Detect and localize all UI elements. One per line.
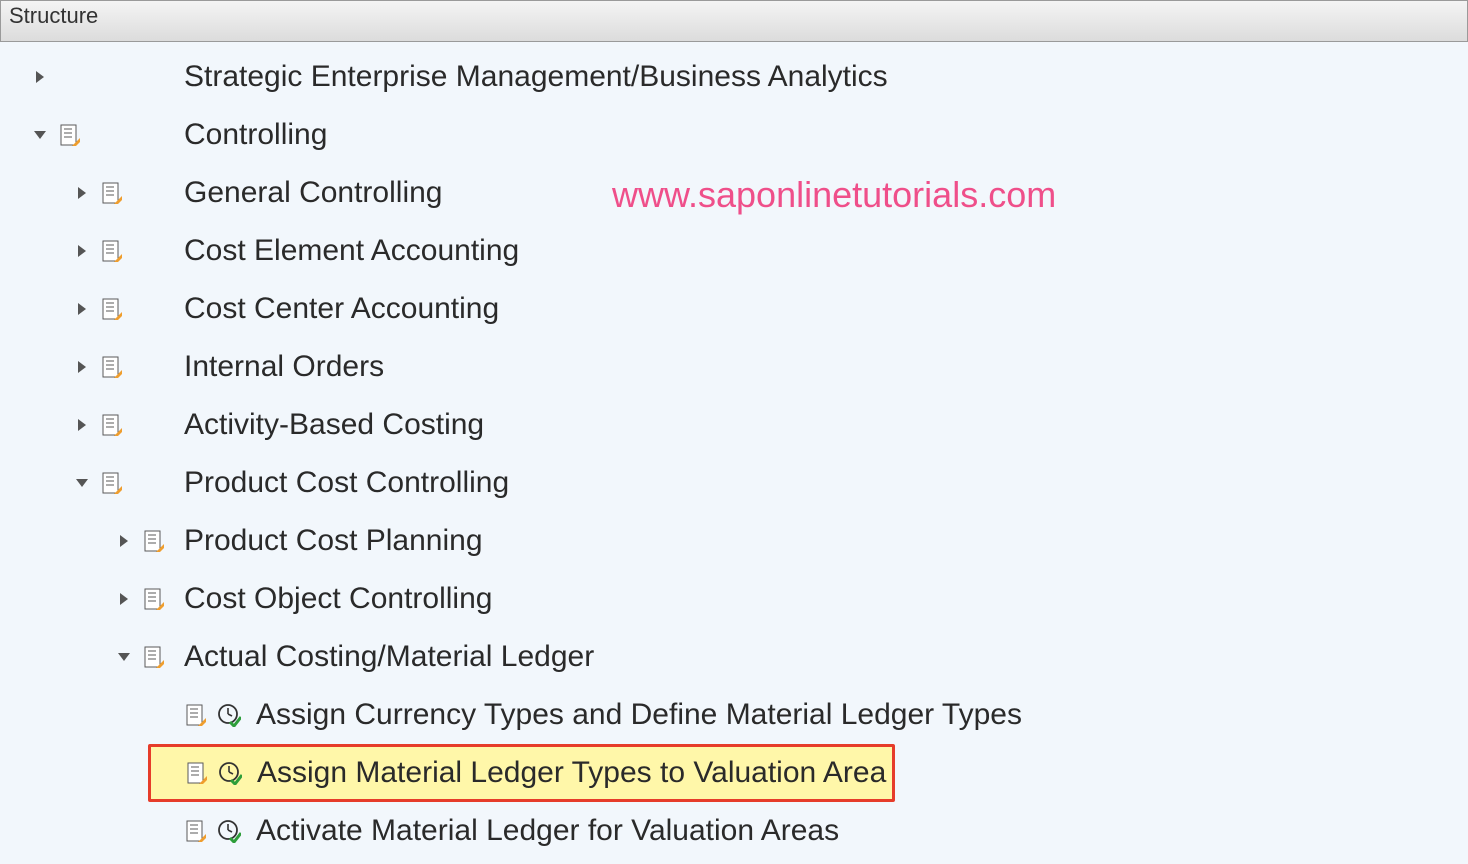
execute-clock-icon[interactable] bbox=[216, 819, 242, 843]
expand-arrow-icon[interactable] bbox=[30, 70, 50, 84]
expand-arrow-icon[interactable] bbox=[72, 477, 92, 489]
tree-node-label[interactable]: Actual Costing/Material Ledger bbox=[180, 640, 594, 674]
row-gutter bbox=[72, 298, 180, 320]
document-icon[interactable] bbox=[100, 298, 124, 320]
expand-arrow-icon[interactable] bbox=[72, 302, 92, 316]
document-icon[interactable] bbox=[58, 124, 82, 146]
tree-node-label[interactable]: Cost Element Accounting bbox=[180, 234, 519, 268]
document-icon[interactable] bbox=[184, 704, 208, 726]
structure-panel: Structure Strategic Enterprise Managemen… bbox=[0, 0, 1468, 864]
row-gutter bbox=[156, 703, 252, 727]
tree-node-label[interactable]: Assign Material Ledger Types to Valuatio… bbox=[253, 756, 886, 790]
row-gutter bbox=[72, 414, 180, 436]
tree-row[interactable]: Activate Material Ledger for Valuation A… bbox=[0, 802, 1468, 860]
tree-row[interactable]: Assign Currency Types and Define Materia… bbox=[0, 686, 1468, 744]
expand-arrow-icon[interactable] bbox=[72, 360, 92, 374]
row-gutter bbox=[72, 356, 180, 378]
document-icon[interactable] bbox=[100, 182, 124, 204]
tree-row[interactable]: Cost Element Accounting bbox=[0, 222, 1468, 280]
highlighted-node[interactable]: Assign Material Ledger Types to Valuatio… bbox=[148, 744, 895, 802]
tree-node-label[interactable]: Assign Currency Types and Define Materia… bbox=[252, 698, 1022, 732]
tree-row[interactable]: Strategic Enterprise Management/Business… bbox=[0, 48, 1468, 106]
row-gutter bbox=[72, 240, 180, 262]
expand-arrow-icon[interactable] bbox=[114, 592, 134, 606]
execute-clock-icon[interactable] bbox=[217, 761, 243, 785]
tree-row[interactable]: Internal Orders bbox=[0, 338, 1468, 396]
execute-clock-icon[interactable] bbox=[216, 703, 242, 727]
tree-node-label[interactable]: Internal Orders bbox=[180, 350, 384, 384]
tree-node-label[interactable]: Product Cost Planning bbox=[180, 524, 483, 558]
tree-row[interactable]: Assign Material Ledger Types to Valuatio… bbox=[0, 744, 1468, 802]
panel-title: Structure bbox=[9, 3, 98, 28]
document-icon[interactable] bbox=[185, 762, 209, 784]
expand-arrow-icon[interactable] bbox=[72, 418, 92, 432]
row-gutter bbox=[30, 70, 180, 84]
row-gutter bbox=[30, 124, 180, 146]
document-icon[interactable] bbox=[184, 820, 208, 842]
document-icon[interactable] bbox=[142, 530, 166, 552]
document-icon[interactable] bbox=[142, 588, 166, 610]
tree-node-label[interactable]: Strategic Enterprise Management/Business… bbox=[180, 60, 888, 94]
row-gutter bbox=[72, 472, 180, 494]
document-icon[interactable] bbox=[142, 646, 166, 668]
row-gutter bbox=[72, 182, 180, 204]
expand-arrow-icon[interactable] bbox=[72, 244, 92, 258]
row-gutter bbox=[114, 530, 180, 552]
panel-header: Structure bbox=[0, 0, 1468, 42]
tree-node-label[interactable]: Activity-Based Costing bbox=[180, 408, 484, 442]
row-gutter bbox=[114, 646, 180, 668]
document-icon[interactable] bbox=[100, 356, 124, 378]
row-gutter bbox=[156, 819, 252, 843]
expand-arrow-icon[interactable] bbox=[30, 129, 50, 141]
tree-node-label[interactable]: Controlling bbox=[180, 118, 327, 152]
tree-node-label[interactable]: General Controlling bbox=[180, 176, 442, 210]
tree-container: Strategic Enterprise Management/Business… bbox=[0, 42, 1468, 860]
tree-row[interactable]: Activity-Based Costing bbox=[0, 396, 1468, 454]
tree-node-label[interactable]: Cost Object Controlling bbox=[180, 582, 492, 616]
document-icon[interactable] bbox=[100, 240, 124, 262]
tree-node-label[interactable]: Cost Center Accounting bbox=[180, 292, 499, 326]
tree-row[interactable]: Actual Costing/Material Ledger bbox=[0, 628, 1468, 686]
document-icon[interactable] bbox=[100, 414, 124, 436]
tree-node-label[interactable]: Activate Material Ledger for Valuation A… bbox=[252, 814, 839, 848]
document-icon[interactable] bbox=[100, 472, 124, 494]
watermark-text: www.saponlinetutorials.com bbox=[612, 174, 1056, 216]
row-gutter bbox=[114, 588, 180, 610]
tree-row[interactable]: Cost Center Accounting bbox=[0, 280, 1468, 338]
tree-row[interactable]: Cost Object Controlling bbox=[0, 570, 1468, 628]
row-gutter bbox=[157, 761, 253, 785]
expand-arrow-icon[interactable] bbox=[72, 186, 92, 200]
tree-row[interactable]: Product Cost Planning bbox=[0, 512, 1468, 570]
tree-row[interactable]: Controlling bbox=[0, 106, 1468, 164]
tree-row[interactable]: Product Cost Controlling bbox=[0, 454, 1468, 512]
expand-arrow-icon[interactable] bbox=[114, 651, 134, 663]
expand-arrow-icon[interactable] bbox=[114, 534, 134, 548]
tree-node-label[interactable]: Product Cost Controlling bbox=[180, 466, 509, 500]
